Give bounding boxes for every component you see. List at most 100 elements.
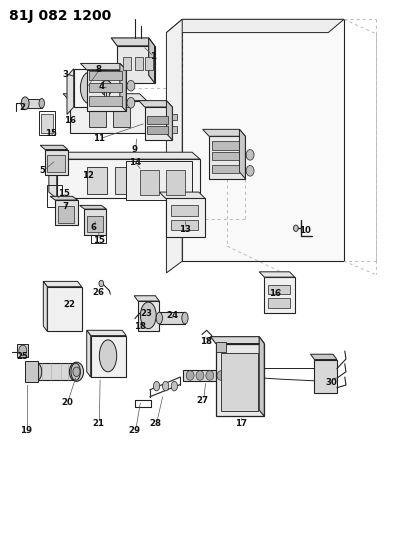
Text: 30: 30 (326, 378, 337, 387)
Polygon shape (145, 107, 172, 140)
Bar (159, 312, 185, 324)
Text: 9: 9 (131, 145, 137, 154)
Text: 18: 18 (200, 337, 212, 346)
Polygon shape (183, 370, 230, 381)
Polygon shape (209, 136, 246, 179)
Polygon shape (63, 94, 147, 101)
Bar (87, 216, 103, 232)
Text: 24: 24 (166, 311, 179, 320)
Polygon shape (240, 130, 246, 179)
Polygon shape (120, 63, 126, 111)
Polygon shape (139, 101, 172, 107)
Text: 20: 20 (61, 398, 73, 407)
Polygon shape (84, 209, 107, 235)
Bar (268, 298, 290, 308)
Ellipse shape (69, 362, 84, 381)
Text: 22: 22 (64, 300, 76, 309)
Bar (17, 344, 29, 357)
Bar (39, 111, 55, 135)
Bar (25, 361, 38, 382)
Ellipse shape (71, 364, 80, 380)
Bar (89, 83, 122, 92)
Polygon shape (182, 19, 344, 261)
Ellipse shape (196, 370, 204, 380)
Text: 11: 11 (93, 134, 105, 143)
Polygon shape (45, 150, 68, 175)
Ellipse shape (246, 150, 254, 160)
Ellipse shape (99, 280, 104, 287)
Text: 10: 10 (299, 226, 310, 235)
Ellipse shape (293, 225, 298, 231)
Polygon shape (87, 330, 91, 377)
Bar (216, 342, 226, 352)
Ellipse shape (217, 370, 225, 380)
Text: 6: 6 (90, 223, 97, 232)
Bar (25, 99, 42, 108)
Polygon shape (117, 46, 154, 83)
Bar (58, 206, 74, 223)
Bar (172, 126, 177, 133)
Polygon shape (216, 344, 264, 416)
Text: 21: 21 (93, 419, 105, 428)
Text: 14: 14 (129, 158, 141, 167)
Polygon shape (166, 198, 205, 237)
Ellipse shape (156, 312, 162, 324)
Polygon shape (43, 281, 47, 332)
Text: 27: 27 (197, 396, 209, 405)
Text: 16: 16 (64, 116, 76, 125)
Text: 3: 3 (63, 70, 69, 78)
Polygon shape (55, 200, 78, 225)
Text: 12: 12 (82, 171, 94, 180)
Bar (123, 56, 131, 70)
Bar (212, 152, 240, 160)
Polygon shape (57, 159, 200, 198)
Bar (47, 184, 62, 207)
Bar (89, 96, 122, 106)
Polygon shape (134, 296, 159, 301)
Text: 28: 28 (149, 419, 162, 428)
Bar (47, 155, 65, 172)
Polygon shape (49, 152, 57, 198)
Ellipse shape (246, 165, 254, 176)
Polygon shape (70, 101, 147, 133)
Bar (212, 165, 240, 173)
Bar (171, 205, 198, 216)
Bar (104, 88, 109, 98)
Text: 29: 29 (129, 426, 141, 435)
Polygon shape (138, 301, 159, 332)
Bar (89, 71, 122, 80)
Bar (166, 169, 185, 195)
Ellipse shape (182, 312, 188, 324)
Polygon shape (47, 287, 82, 332)
Bar (268, 285, 290, 294)
Ellipse shape (141, 302, 156, 329)
Text: 8: 8 (95, 66, 101, 74)
Ellipse shape (32, 364, 42, 380)
Text: 25: 25 (17, 352, 29, 361)
Polygon shape (50, 196, 78, 200)
Ellipse shape (186, 370, 194, 380)
Polygon shape (67, 69, 74, 115)
Polygon shape (43, 281, 82, 287)
Ellipse shape (127, 98, 135, 108)
Polygon shape (264, 277, 295, 313)
Polygon shape (166, 19, 344, 33)
Bar (221, 353, 258, 411)
Bar (91, 220, 106, 243)
Text: 2: 2 (19, 102, 25, 111)
Polygon shape (211, 337, 264, 344)
Bar (145, 56, 152, 70)
Ellipse shape (39, 99, 44, 108)
Ellipse shape (162, 381, 169, 391)
Bar (212, 141, 240, 150)
Polygon shape (203, 130, 246, 136)
Polygon shape (166, 19, 182, 273)
Ellipse shape (206, 370, 214, 380)
Polygon shape (87, 70, 126, 111)
Polygon shape (159, 192, 205, 198)
Ellipse shape (127, 80, 135, 91)
Text: 19: 19 (20, 426, 32, 435)
Text: 23: 23 (141, 309, 153, 318)
Polygon shape (80, 63, 126, 70)
Polygon shape (87, 330, 126, 336)
